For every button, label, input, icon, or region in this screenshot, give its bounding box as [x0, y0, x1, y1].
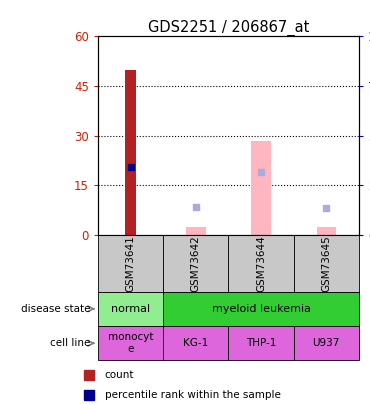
Text: normal: normal — [111, 304, 150, 314]
Bar — [186, 227, 206, 235]
Text: percentile rank within the sample: percentile rank within the sample — [105, 390, 280, 400]
Text: GSM73642: GSM73642 — [191, 235, 201, 292]
Text: myeloid leukemia: myeloid leukemia — [212, 304, 310, 314]
Text: cell line: cell line — [50, 338, 91, 348]
Bar — [98, 326, 163, 360]
Bar — [163, 292, 359, 326]
Text: monocyt
e: monocyt e — [108, 333, 154, 354]
Bar — [98, 292, 163, 326]
Bar — [98, 235, 163, 292]
Bar — [163, 326, 228, 360]
Text: THP-1: THP-1 — [246, 338, 276, 348]
Bar — [125, 70, 136, 235]
Bar — [229, 326, 294, 360]
Text: GSM73645: GSM73645 — [321, 235, 331, 292]
Text: KG-1: KG-1 — [183, 338, 208, 348]
Bar — [163, 235, 228, 292]
Bar — [316, 227, 336, 235]
Text: U937: U937 — [313, 338, 340, 348]
Title: GDS2251 / 206867_at: GDS2251 / 206867_at — [148, 20, 309, 36]
Bar — [294, 326, 359, 360]
Text: GSM73644: GSM73644 — [256, 235, 266, 292]
Text: disease state: disease state — [21, 304, 91, 314]
Bar — [294, 235, 359, 292]
Bar — [229, 235, 294, 292]
Bar — [251, 141, 271, 235]
Text: count: count — [105, 370, 134, 380]
Text: GSM73641: GSM73641 — [126, 235, 136, 292]
